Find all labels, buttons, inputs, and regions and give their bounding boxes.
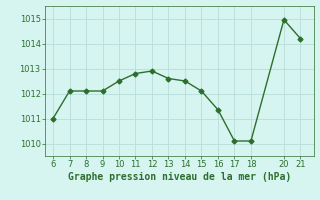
X-axis label: Graphe pression niveau de la mer (hPa): Graphe pression niveau de la mer (hPa) bbox=[68, 172, 291, 182]
